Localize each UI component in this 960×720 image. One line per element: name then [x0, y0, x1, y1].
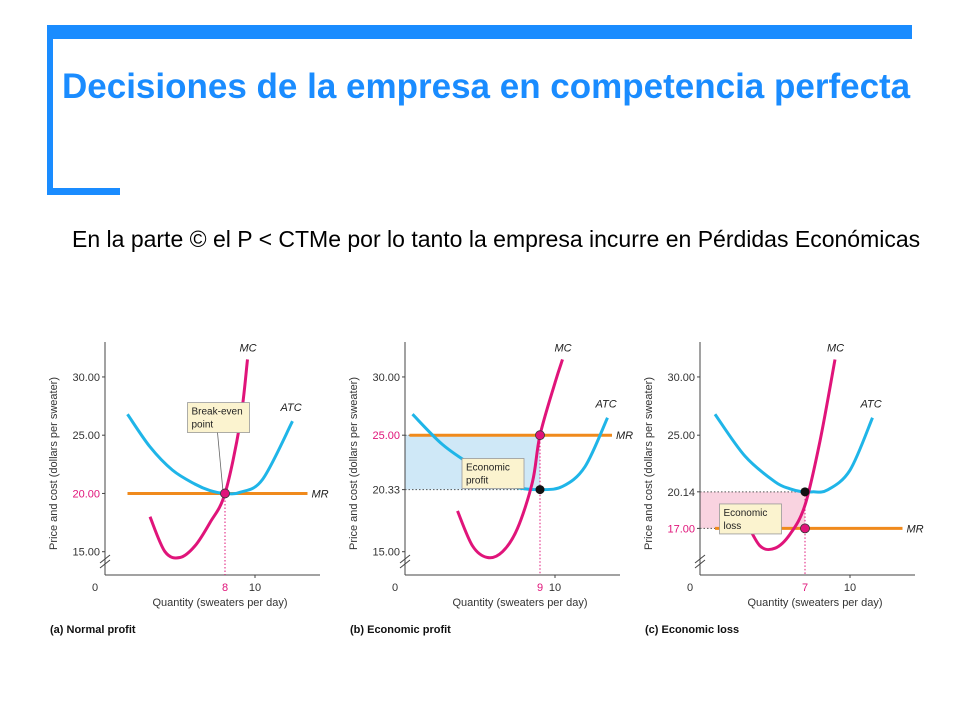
chart-caption: (a) Normal profit — [50, 624, 136, 636]
atc-label: ATC — [595, 399, 617, 411]
mc-curve — [743, 359, 837, 552]
mc-curve — [148, 359, 249, 560]
x-tick-label-highlight: 7 — [802, 582, 808, 594]
price-point — [800, 523, 810, 534]
annotation-text-line: loss — [724, 521, 742, 532]
chart-caption: (b) Economic profit — [350, 624, 451, 636]
mc-label: MC — [240, 342, 257, 354]
y-tick-label: 15.00 — [372, 547, 400, 559]
frame-top-bar — [47, 25, 912, 39]
y-tick-label: 25.00 — [667, 430, 695, 442]
axis-break-mark — [99, 559, 111, 569]
x-tick-label: 10 — [249, 582, 261, 594]
y-tick-label: 30.00 — [372, 372, 400, 384]
atc-point — [800, 487, 810, 497]
mc-label: MC — [555, 342, 572, 354]
y-tick-label: 25.00 — [72, 430, 100, 442]
y-tick-label: 30.00 — [667, 372, 695, 384]
x-axis-title: Quantity (sweaters per day) — [152, 597, 287, 609]
atc-point — [535, 485, 545, 495]
chart-panel-2: 15.00 20.33 25.00 30.00 0 10 9 MC ATC MR Economic p… — [348, 342, 633, 636]
price-point — [220, 488, 230, 499]
x-tick-label: 10 — [549, 582, 561, 594]
mr-label: MR — [312, 488, 329, 500]
x-axis-title: Quantity (sweaters per day) — [452, 597, 587, 609]
y-axis-title: Price and cost (dollars per sweater) — [48, 377, 60, 550]
x-tick-label: 0 — [392, 582, 398, 594]
y-tick-label: 17.00 — [667, 523, 695, 535]
x-tick-label: 0 — [92, 582, 98, 594]
mr-label: MR — [907, 523, 924, 535]
slide-title: Decisiones de la empresa en competencia … — [62, 67, 911, 106]
annotation-text-line: Economic — [466, 463, 510, 474]
x-tick-label-highlight: 9 — [537, 582, 543, 594]
slide-body-text: En la parte © el P < CTMe por lo tanto l… — [72, 226, 921, 252]
axis-break-mark — [694, 559, 706, 569]
annotation-box — [461, 458, 525, 489]
frame-left-bar — [47, 25, 53, 193]
y-tick-label: 20.00 — [72, 488, 100, 500]
axis-break-mark — [99, 554, 111, 564]
annotation-box — [187, 402, 250, 433]
y-axis-title: Price and cost (dollars per sweater) — [643, 377, 655, 550]
axis-break-mark — [399, 554, 411, 564]
x-tick-label: 0 — [687, 582, 693, 594]
x-axis-title: Quantity (sweaters per day) — [747, 597, 882, 609]
y-tick-label: 20.14 — [667, 487, 695, 499]
axis-break-mark — [694, 554, 706, 564]
mc-label: MC — [827, 342, 844, 354]
y-tick-label: 25.00 — [372, 430, 400, 442]
mc-curve — [456, 359, 564, 560]
atc-curve — [713, 413, 874, 494]
annotation-box — [719, 503, 782, 535]
annotation-text-line: Economic — [724, 508, 768, 519]
atc-label: ATC — [280, 402, 302, 414]
atc-curve — [126, 413, 294, 496]
x-tick-label-highlight: 8 — [222, 582, 228, 594]
cost-curves-charts: 15.00 20.00 25.00 30.00 0 10 8 MC ATC MR Break-eve… — [48, 342, 924, 636]
x-tick-label: 10 — [844, 582, 856, 594]
y-tick-label: 20.33 — [372, 485, 400, 497]
mr-label: MR — [616, 430, 633, 442]
price-point — [535, 430, 545, 441]
annotation-text-line: point — [192, 420, 214, 431]
annotation-text-line: profit — [466, 476, 488, 487]
y-axis-title: Price and cost (dollars per sweater) — [348, 377, 360, 550]
chart-panel-3: 17.00 20.14 25.00 30.00 0 10 7 MC ATC MR Economic l… — [643, 342, 924, 636]
y-tick-label: 15.00 — [72, 547, 100, 559]
y-tick-label: 30.00 — [72, 372, 100, 384]
frame-bottom-bar — [47, 188, 120, 195]
axis-break-mark — [399, 559, 411, 569]
annotation-text-line: Break-even — [192, 407, 243, 418]
atc-label: ATC — [860, 399, 882, 411]
chart-caption: (c) Economic loss — [645, 624, 739, 636]
chart-panel-1: 15.00 20.00 25.00 30.00 0 10 8 MC ATC MR Break-eve… — [48, 342, 329, 636]
annotation-pointer — [217, 432, 224, 492]
